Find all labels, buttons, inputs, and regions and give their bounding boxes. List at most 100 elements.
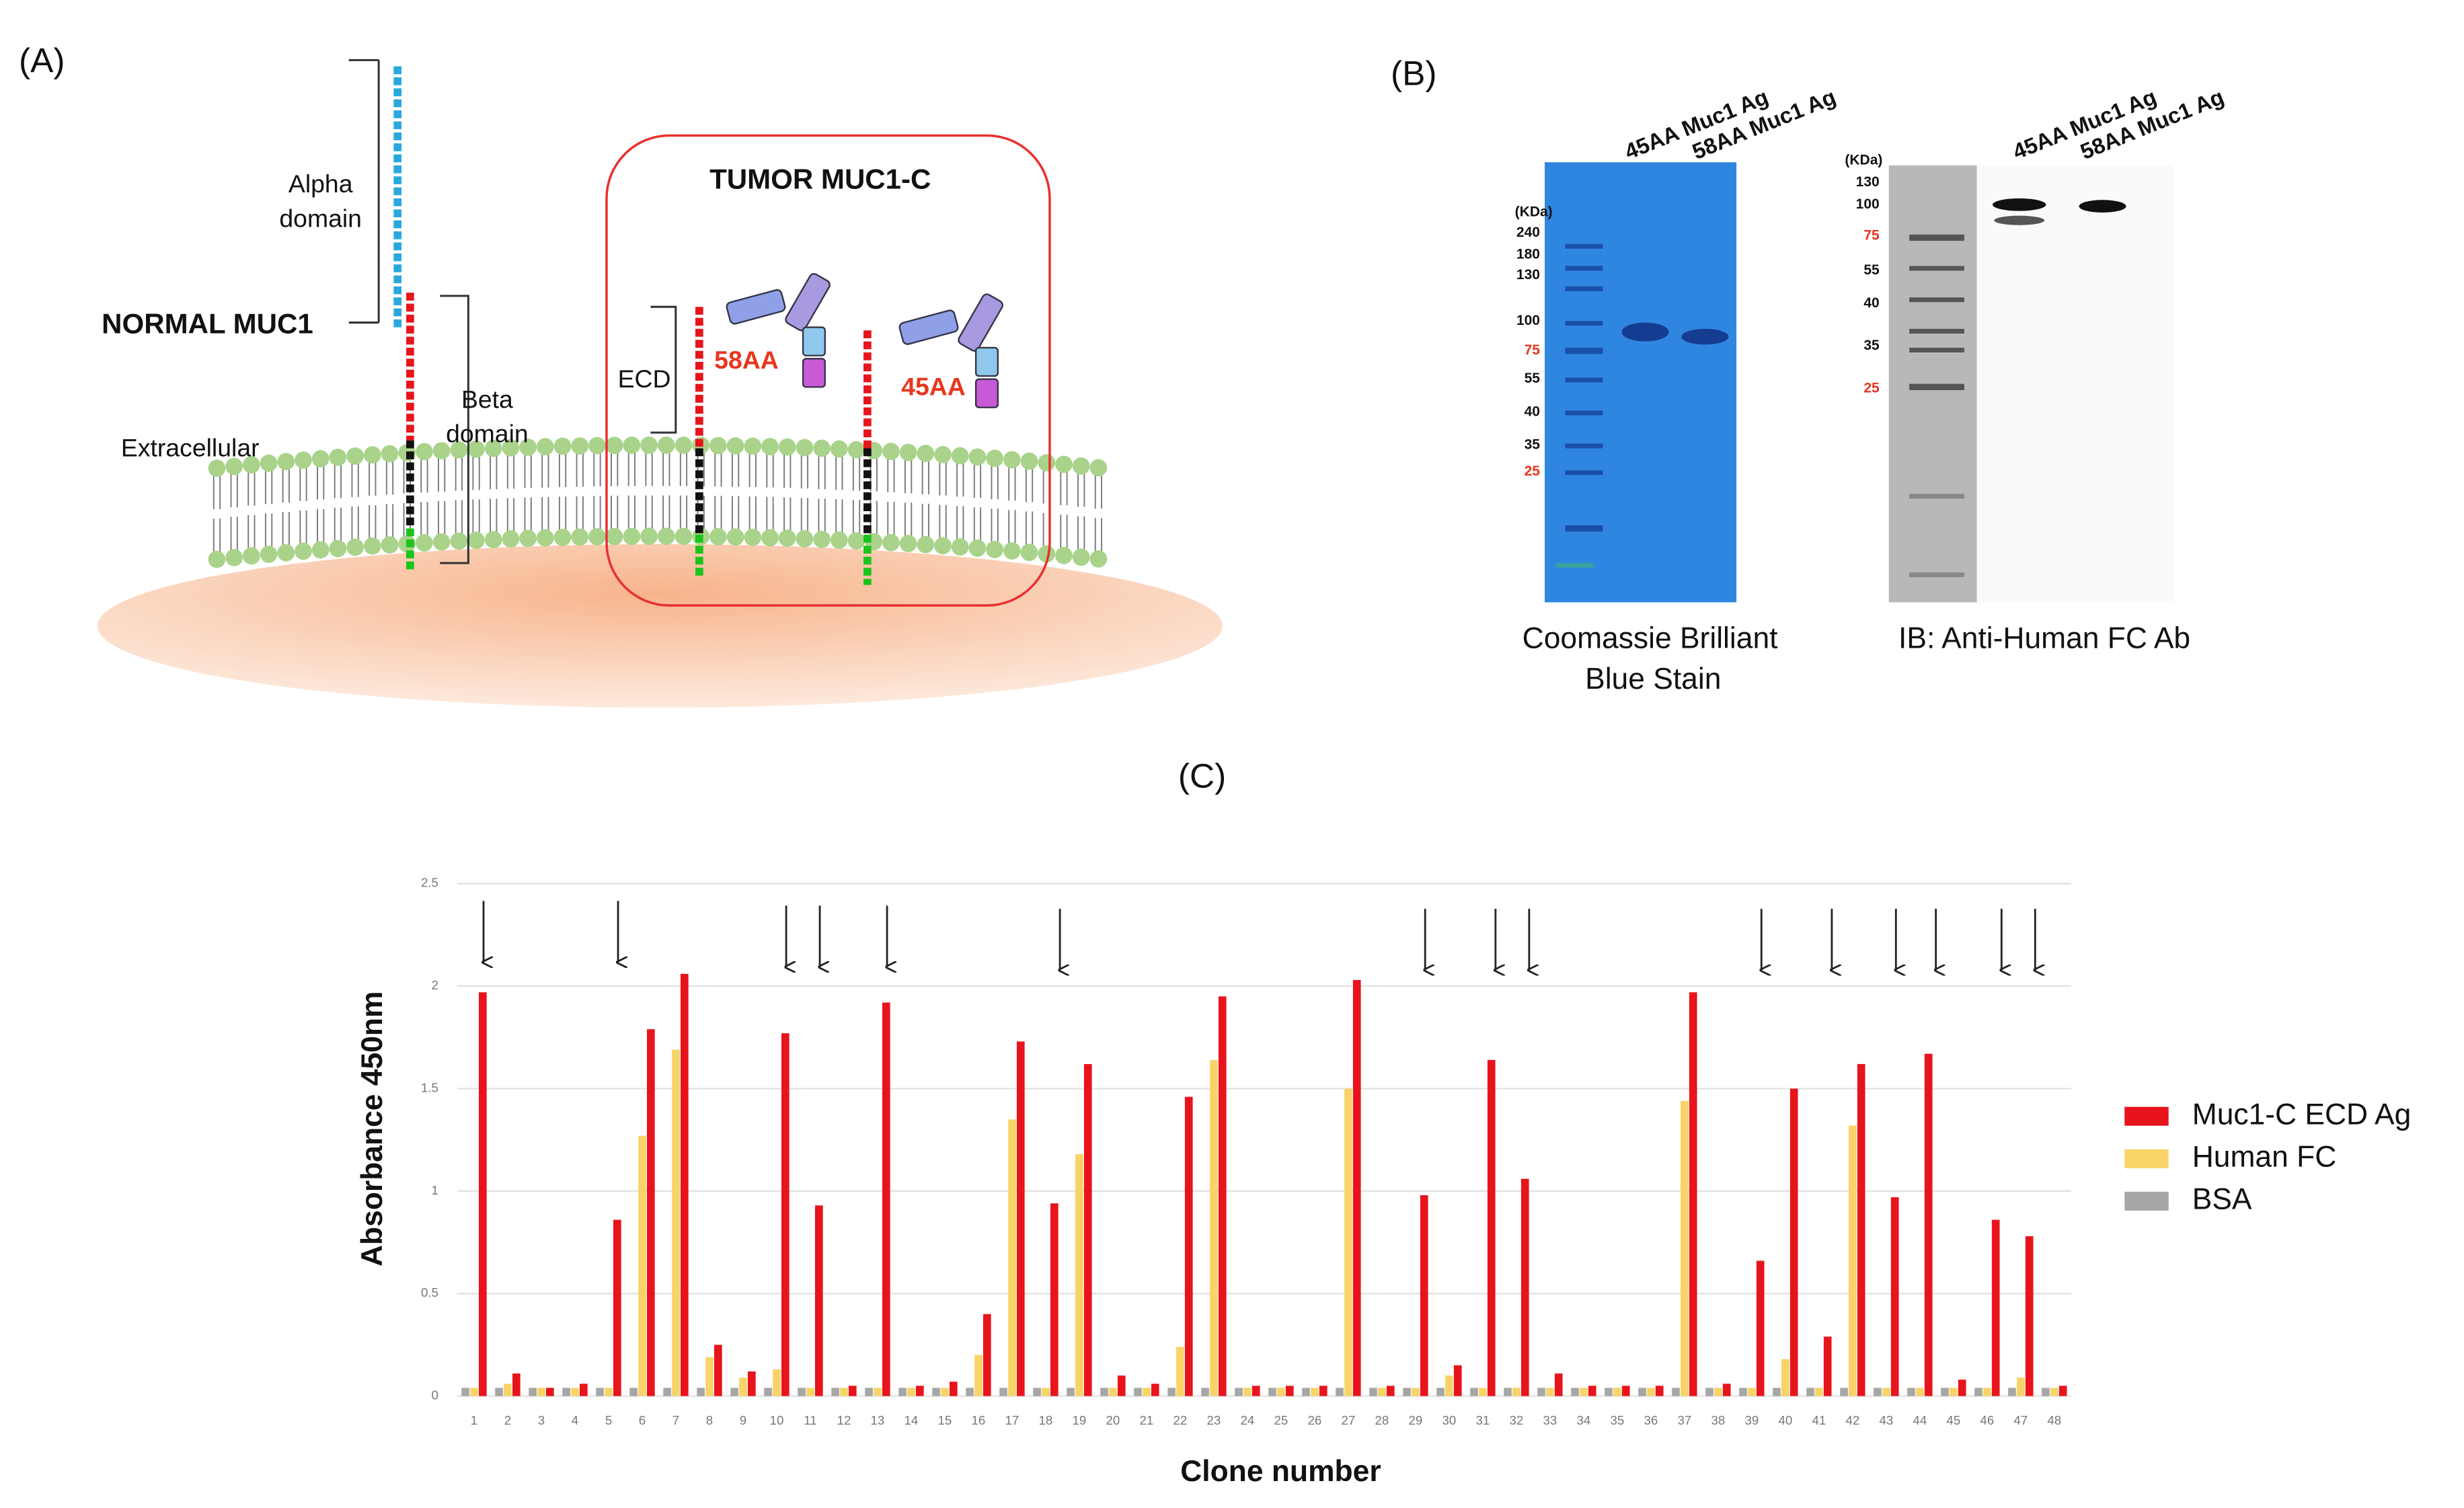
ladder-label: 40 (1525, 404, 1540, 419)
bar (613, 1219, 621, 1396)
x-tick-label: 30 (1442, 1413, 1456, 1427)
bar (764, 1388, 772, 1396)
bracket (650, 305, 677, 434)
bar (966, 1388, 974, 1396)
lipid-head (968, 448, 987, 466)
lipid-head (640, 437, 658, 454)
bar (1050, 1203, 1058, 1396)
x-tick-label: 37 (1677, 1413, 1691, 1427)
x-tick-label: 39 (1744, 1413, 1759, 1427)
bar (2050, 1388, 2058, 1396)
bar (915, 1386, 924, 1396)
bar (1218, 996, 1227, 1396)
bar (1840, 1388, 1848, 1396)
ladder-unit: (KDa) (1845, 152, 1882, 167)
lipid-head (277, 543, 295, 562)
y-tick-label: 1 (432, 1183, 438, 1197)
antibody (898, 293, 1003, 408)
x-tick-label: 12 (837, 1413, 851, 1427)
label: domain (279, 204, 362, 233)
bar (806, 1388, 814, 1396)
caption: IB: Anti-Human FC Ab (1898, 621, 2190, 654)
lipid-head (709, 437, 727, 455)
bar (495, 1388, 503, 1396)
lipid-head (623, 527, 641, 545)
lipid-head (726, 528, 744, 546)
bar (882, 1002, 890, 1396)
x-tick-label: 44 (1913, 1413, 1927, 1427)
y-tick-label: 0.5 (421, 1285, 438, 1299)
lipid-head (225, 549, 243, 566)
bar (1487, 1059, 1496, 1396)
bar (1554, 1373, 1563, 1396)
bar (840, 1388, 848, 1396)
ladder-label: 55 (1863, 262, 1880, 278)
x-tick-label: 47 (2013, 1413, 2028, 1427)
lipid-head (917, 445, 935, 463)
bar (1243, 1388, 1252, 1396)
bar (2008, 1388, 2016, 1396)
x-tick-label: 1 (471, 1413, 477, 1427)
bar (1739, 1388, 1747, 1396)
lipid-head (260, 454, 278, 472)
bar (2016, 1378, 2025, 1396)
bar (1781, 1359, 1789, 1396)
x-tick-label: 48 (2047, 1413, 2061, 1427)
bar (1016, 1041, 1025, 1396)
bar (1689, 992, 1697, 1396)
bar (1235, 1388, 1243, 1396)
x-tick-label: 36 (1644, 1413, 1658, 1427)
bar (1378, 1388, 1386, 1396)
bar (504, 1384, 512, 1396)
bar (579, 1384, 588, 1396)
bracket (440, 295, 469, 564)
selection-arrows (484, 901, 2035, 970)
lipid-head (208, 550, 226, 568)
x-tick-label: 9 (740, 1413, 746, 1427)
y-tick-label: 2.5 (421, 876, 438, 890)
bar (1268, 1388, 1276, 1396)
bar (1210, 1059, 1218, 1396)
lipid-head (381, 536, 399, 554)
bar (2058, 1386, 2067, 1396)
bar (1504, 1388, 1512, 1396)
x-tick-label: 27 (1341, 1413, 1355, 1427)
x-tick-label: 3 (538, 1413, 545, 1427)
bar (1958, 1380, 1966, 1396)
band (1681, 328, 1729, 345)
bar (1083, 1063, 1092, 1396)
bar (537, 1388, 545, 1396)
bar (941, 1388, 949, 1396)
legend-swatch (2124, 1191, 2169, 1211)
lipid-head (986, 449, 1004, 467)
caption: Blue Stain (1585, 663, 1721, 695)
bar (529, 1388, 537, 1396)
x-tick-label: 32 (1509, 1413, 1523, 1427)
bar (932, 1388, 940, 1396)
lipid-head (277, 453, 295, 471)
lipid-head (450, 532, 468, 550)
lipid-head (432, 442, 451, 460)
lipid-head (553, 437, 572, 455)
bar (814, 1205, 823, 1396)
ladder-label: 180 (1516, 247, 1540, 262)
lipid-head (484, 531, 502, 549)
lipid-head (847, 441, 865, 459)
gel (1545, 162, 1737, 603)
bar (1882, 1388, 1890, 1396)
bar (1613, 1388, 1621, 1396)
x-tick-label: 33 (1543, 1413, 1557, 1427)
lipid-head (571, 437, 589, 455)
lipid-head (657, 436, 675, 454)
bar (697, 1388, 705, 1396)
lipid-head (536, 529, 554, 547)
lipid-head (761, 529, 779, 547)
lipid-head (519, 529, 537, 548)
y-axis-label: Absorbance 450nm (356, 991, 389, 1267)
lipid-head (934, 537, 952, 555)
lipid-head (484, 439, 502, 457)
bar (798, 1388, 806, 1396)
lipid-head (502, 530, 520, 548)
lipid-head (657, 527, 675, 545)
